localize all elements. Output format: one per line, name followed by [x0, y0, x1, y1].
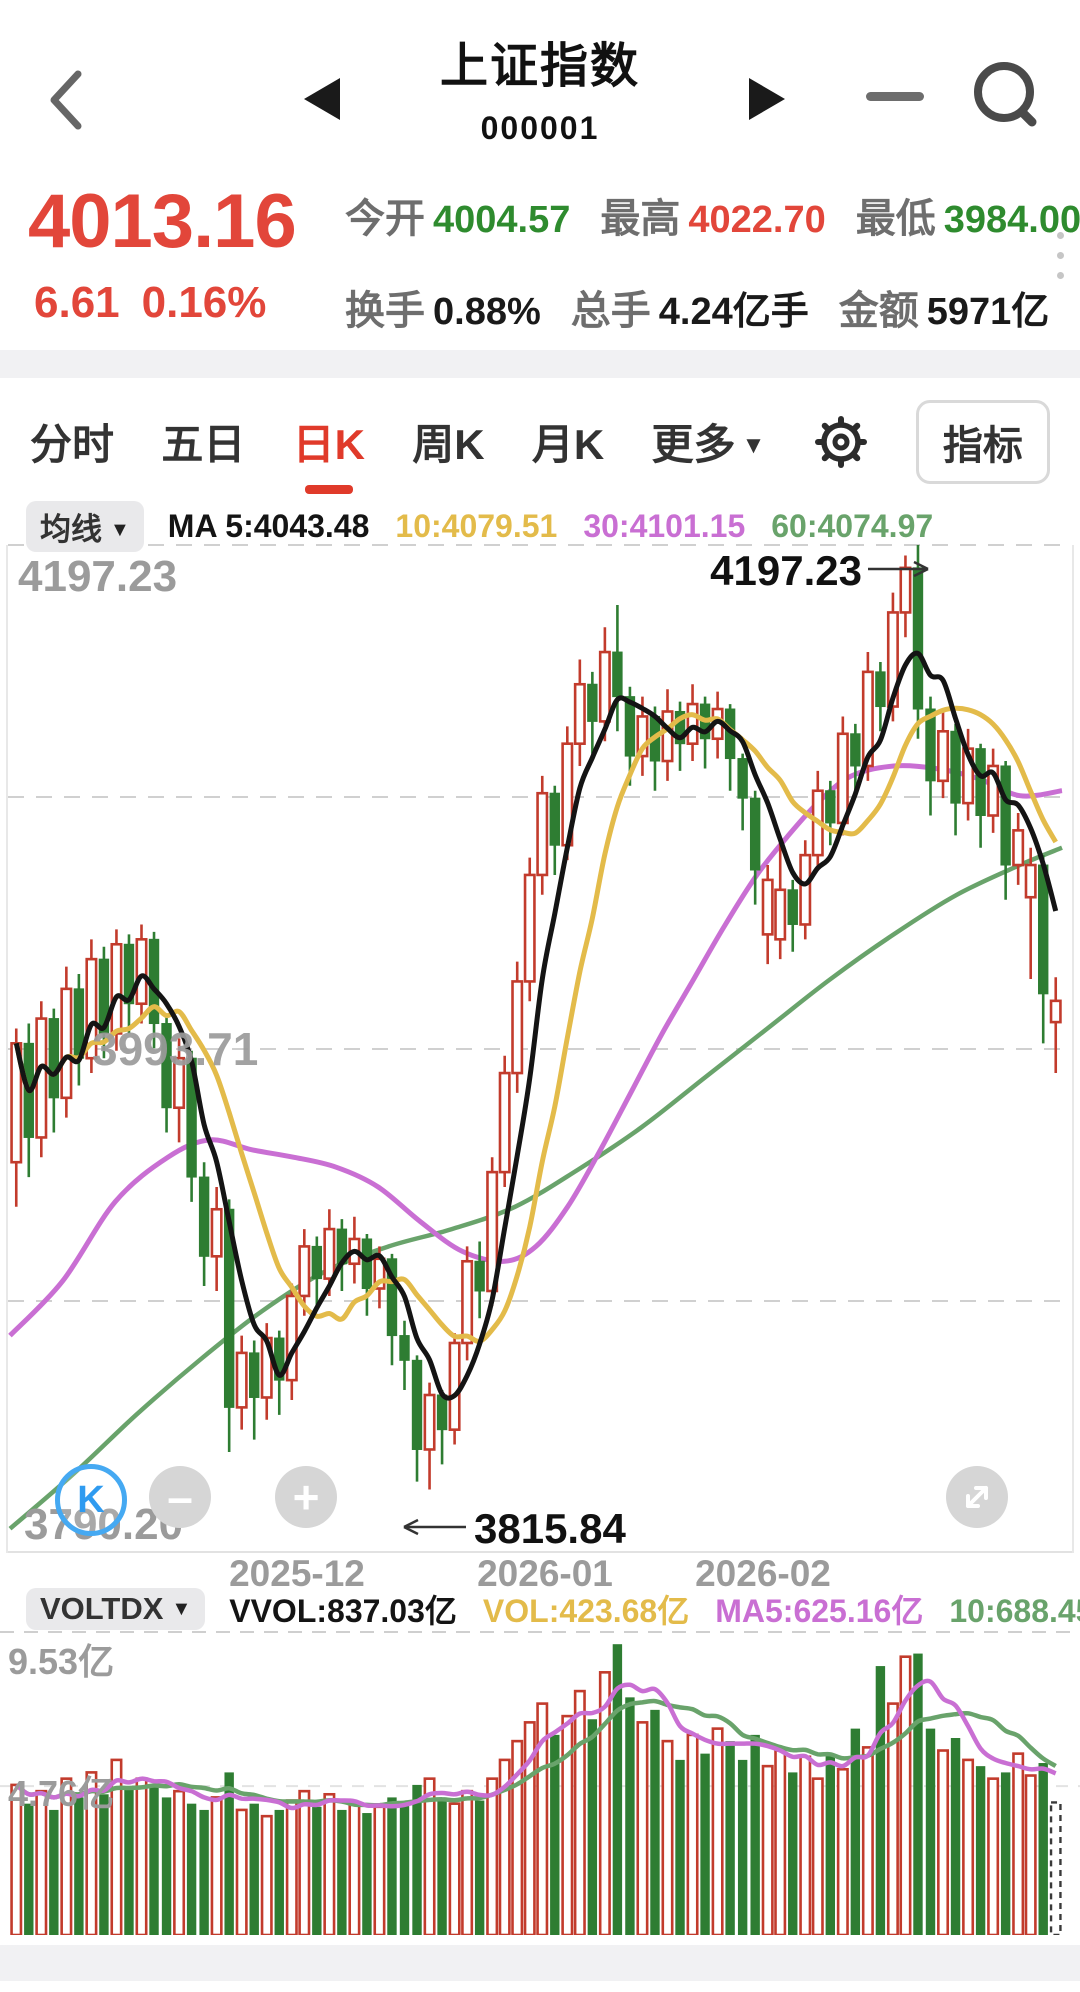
vol-scale-mid: 4.76亿: [8, 1773, 115, 1814]
bottom-gesture-band: [0, 1945, 1080, 1981]
chevron-down-icon: ▼: [741, 432, 766, 459]
back-icon[interactable]: [46, 68, 86, 132]
date-tick: 2026-02: [695, 1553, 831, 1594]
zoom-out-button[interactable]: –: [149, 1466, 211, 1528]
stat-value: 0.88%: [433, 291, 541, 333]
stat-value: 5971亿: [926, 291, 1050, 333]
legend-item: VVOL:837.03亿: [229, 1593, 457, 1629]
stat-label: 今开: [345, 197, 425, 241]
legend-item: VOL:423.68亿: [482, 1593, 690, 1629]
svg-text:4197.23: 4197.23: [18, 552, 177, 601]
svg-text:3993.71: 3993.71: [92, 1023, 258, 1075]
stat-label: 最高: [600, 197, 681, 241]
stat-value: 4.24亿手: [658, 291, 809, 333]
more-options-icon[interactable]: [1057, 232, 1064, 279]
legend-item: MA5:625.16亿: [715, 1593, 924, 1629]
stat-label: 金额: [838, 289, 919, 333]
period-tabbar: 分时 五日 日K 周K 月K 更多 ▼ 指标: [0, 378, 1080, 505]
legend-item: 30:4101.15: [583, 507, 746, 544]
price-change-row: 6.61 0.16%: [34, 278, 288, 328]
gear-icon[interactable]: [813, 414, 869, 470]
quote-stats: 今开 4004.57 最高 4022.70 最低 3984.00 换手 0.88% 总手 4.24…: [345, 186, 1080, 370]
stats-row: 换手 0.88% 总手 4.24亿手 金额 5971亿: [345, 278, 1049, 336]
price-change: 6.61: [34, 278, 120, 327]
volume-indicator-chip[interactable]: VOLTDX ▼: [26, 1588, 206, 1630]
svg-text:4197.23: 4197.23: [710, 547, 862, 594]
date-axis: 2025-12 2026-01 2026-02: [0, 1553, 1080, 1594]
last-price: 4013.16: [28, 179, 297, 264]
ma-legend-row: 均线 ▼ MA 5:4043.48 10:4079.51 30:4101.15 60:4…: [0, 500, 1080, 552]
stat-今开: 今开 4004.57: [345, 186, 570, 244]
tab-日K[interactable]: 日K: [293, 411, 365, 472]
ma-selector-chip[interactable]: 均线 ▼: [26, 500, 144, 552]
chevron-down-icon: ▼: [110, 518, 130, 541]
search-icon[interactable]: [968, 58, 1046, 136]
stat-value: 4004.57: [433, 199, 571, 241]
stat-label: 总手: [570, 289, 651, 333]
minimize-icon[interactable]: [866, 92, 924, 101]
volume-chart[interactable]: [0, 1631, 1080, 1935]
next-stock-icon[interactable]: [749, 78, 785, 120]
stat-最高: 最高 4022.70: [600, 186, 825, 244]
volume-panel: VOLTDX ▼ VVOL:837.03亿 VOL:423.68亿 MA5:625.1…: [0, 1587, 1080, 1935]
tab-周K[interactable]: 周K: [412, 421, 485, 468]
stat-label: 最低: [855, 197, 936, 241]
stat-换手: 换手 0.88%: [345, 278, 541, 336]
indicator-button[interactable]: 指标: [915, 399, 1050, 484]
stat-value: 4022.70: [688, 199, 826, 241]
zoom-in-button[interactable]: +: [275, 1466, 337, 1528]
stat-最低: 最低 3984.00: [856, 186, 1080, 244]
fullscreen-icon[interactable]: [946, 1466, 1008, 1528]
page-title: 上证指数: [439, 40, 640, 93]
stats-row: 今开 4004.57 最高 4022.70 最低 3984.00: [345, 186, 1080, 244]
chevron-down-icon: ▼: [171, 1598, 192, 1620]
quote-section: 4013.16 6.61 0.16% 今开 4004.57 最高 4022.70 最低 39…: [0, 160, 1080, 350]
title-block: 上证指数 000001: [0, 26, 1080, 147]
vol-legend-values: VVOL:837.03亿 VOL:423.68亿 MA5:625.16亿 10:688…: [229, 1586, 1080, 1632]
header: 上证指数 000001: [0, 0, 1080, 160]
tab-分时[interactable]: 分时: [30, 421, 115, 468]
legend-item: 10:688.45亿: [949, 1593, 1080, 1629]
tab-月K[interactable]: 月K: [531, 421, 605, 468]
kline-panel: 4197.23 3993.71 3790.20 4197.23 3815.84 均线 ▼ …: [0, 500, 1080, 1553]
stat-金额: 金额 5971亿: [839, 278, 1050, 336]
vol-scale-top: 9.53亿: [8, 1641, 115, 1682]
tab-更多[interactable]: 更多 ▼: [651, 421, 766, 468]
date-tick: 2026-01: [477, 1553, 613, 1594]
vol-legend-row: VOLTDX ▼ VVOL:837.03亿 VOL:423.68亿 MA5:625.1…: [0, 1587, 1080, 1631]
legend-item: 10:4079.51: [395, 507, 558, 544]
stock-code: 000001: [480, 110, 600, 146]
prev-stock-icon[interactable]: [304, 78, 340, 120]
legend-item: 60:4074.97: [771, 507, 934, 544]
kline-style-button[interactable]: K: [55, 1464, 127, 1536]
price-change-pct: 0.16%: [141, 278, 267, 327]
svg-text:3815.84: 3815.84: [474, 1505, 626, 1552]
stat-label: 换手: [345, 289, 425, 333]
date-tick: 2025-12: [229, 1553, 365, 1594]
stat-总手: 总手 4.24亿手: [571, 278, 809, 336]
legend-item: MA 5:4043.48: [167, 507, 370, 544]
tab-五日[interactable]: 五日: [161, 421, 246, 468]
section-divider: [0, 350, 1080, 378]
ma-legend-values: MA 5:4043.48 10:4079.51 30:4101.15 60:4074.…: [168, 508, 959, 545]
